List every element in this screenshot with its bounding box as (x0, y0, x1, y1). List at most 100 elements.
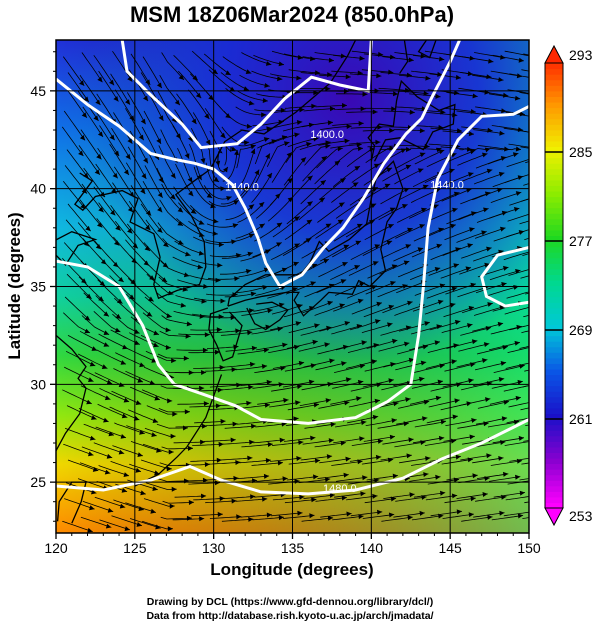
streamline-arrow (500, 361, 507, 366)
streamline (303, 223, 332, 243)
streamline-arrow (98, 296, 104, 302)
streamline-arrow (454, 398, 460, 404)
streamline (474, 52, 506, 59)
streamline-arrow (138, 134, 144, 141)
streamline (80, 129, 102, 160)
streamline (459, 263, 490, 275)
streamline (113, 368, 144, 383)
streamline (300, 326, 332, 336)
streamline-arrow (488, 58, 494, 64)
streamline (222, 56, 252, 74)
streamline-arrow (499, 510, 505, 516)
streamline (254, 494, 286, 498)
coastline (399, 40, 409, 74)
streamline (364, 224, 394, 241)
streamline (113, 166, 135, 198)
map-title: MSM 18Z06Mar2024 (850.0hPa) (130, 2, 454, 27)
streamline-arrow (439, 56, 445, 62)
streamline-arrow (123, 397, 130, 403)
streamline (362, 379, 394, 388)
streamline (206, 423, 238, 426)
streamline-arrow (242, 186, 248, 192)
streamline-arrow (229, 86, 236, 92)
streamline (429, 73, 462, 79)
streamline (98, 202, 121, 231)
streamline-arrow (103, 330, 110, 335)
streamline (112, 50, 133, 82)
streamline (253, 54, 285, 66)
streamline-arrow (372, 109, 378, 115)
streamline-arrow (419, 224, 425, 229)
streamline (411, 70, 443, 76)
streamline-arrow (386, 167, 392, 173)
streamline (347, 344, 379, 353)
streamline (382, 164, 412, 182)
streamline (364, 107, 397, 110)
streamline (395, 496, 427, 502)
colorbar-segment (545, 185, 563, 192)
streamline (412, 437, 445, 444)
streamline-arrow (437, 71, 443, 77)
streamline-arrow (104, 469, 111, 475)
streamline (488, 207, 520, 219)
streamline (456, 110, 488, 116)
streamline (127, 278, 154, 302)
streamline (239, 169, 260, 201)
colorbar-segment (545, 113, 563, 120)
streamline-arrow (518, 435, 524, 441)
streamline-arrow (295, 400, 301, 406)
streamline (490, 70, 523, 77)
colorbar-label: 253 (569, 508, 593, 524)
streamline (220, 186, 248, 205)
streamline (236, 420, 269, 425)
coastline (417, 40, 437, 59)
streamline-arrow (436, 243, 442, 249)
streamline (203, 185, 232, 200)
streamline (144, 165, 163, 198)
streamline-arrow (453, 263, 459, 269)
streamline (427, 344, 459, 353)
streamline (350, 244, 381, 261)
colorbar-segment (545, 385, 563, 392)
streamline-arrow (326, 454, 333, 460)
streamline-arrow (435, 474, 441, 480)
streamline-arrow (129, 115, 135, 121)
streamline (299, 399, 331, 406)
streamline (473, 250, 504, 262)
streamline-arrow (313, 136, 319, 142)
streamline (173, 186, 197, 215)
streamline-arrow (114, 327, 121, 333)
streamline (193, 366, 225, 369)
streamline (79, 74, 101, 106)
streamline-arrow (535, 76, 540, 81)
streamline-arrow (140, 188, 146, 194)
streamline-arrow (174, 99, 180, 106)
streamline-arrow (121, 413, 128, 419)
streamline-arrow (450, 223, 456, 229)
streamline-arrow (187, 445, 193, 451)
streamline (96, 349, 127, 365)
streamline (330, 397, 362, 405)
streamline-arrow (276, 222, 283, 228)
streamline-arrow (134, 340, 140, 345)
streamline-arrow (377, 124, 383, 130)
streamline-arrow (146, 311, 153, 317)
coastline (73, 40, 357, 300)
streamline (66, 405, 97, 420)
streamline (64, 498, 95, 510)
streamline-arrow (515, 474, 521, 480)
streamline (269, 133, 300, 145)
streamline (251, 70, 283, 80)
colorbar-segment (545, 424, 563, 431)
streamline (396, 152, 426, 169)
streamline (318, 262, 348, 278)
streamline (175, 163, 194, 197)
streamline (255, 285, 287, 296)
streamline (268, 346, 300, 353)
streamline (475, 362, 507, 371)
streamline (225, 347, 258, 352)
streamline-arrow (530, 304, 535, 309)
streamline (320, 125, 352, 130)
streamline (109, 275, 135, 300)
streamline-arrow (235, 460, 241, 465)
